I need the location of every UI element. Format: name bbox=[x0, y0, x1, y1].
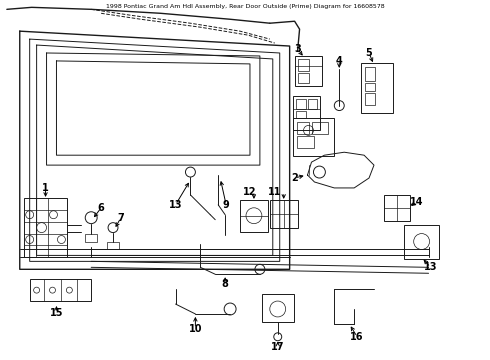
Text: 1998 Pontiac Grand Am Hdl Assembly, Rear Door Outside (Prime) Diagram for 166085: 1998 Pontiac Grand Am Hdl Assembly, Rear… bbox=[106, 4, 384, 9]
Text: 3: 3 bbox=[294, 44, 301, 54]
Bar bbox=[24, 198, 68, 257]
Bar bbox=[296, 122, 309, 134]
Bar bbox=[270, 200, 297, 228]
Text: 11: 11 bbox=[268, 187, 282, 197]
Bar bbox=[384, 195, 410, 221]
Bar bbox=[308, 99, 318, 109]
Text: 5: 5 bbox=[366, 48, 372, 58]
Bar bbox=[365, 67, 375, 81]
Text: 7: 7 bbox=[118, 213, 124, 223]
Bar bbox=[294, 56, 322, 86]
Bar bbox=[295, 111, 306, 118]
Text: 15: 15 bbox=[49, 308, 63, 318]
Bar bbox=[293, 118, 334, 156]
Text: 9: 9 bbox=[223, 200, 229, 210]
Bar bbox=[297, 59, 310, 71]
Bar bbox=[85, 234, 97, 242]
Bar bbox=[365, 83, 375, 91]
Text: 14: 14 bbox=[410, 197, 423, 207]
Bar bbox=[404, 225, 440, 260]
Bar bbox=[296, 136, 315, 148]
Text: 16: 16 bbox=[350, 332, 364, 342]
Text: 17: 17 bbox=[271, 342, 285, 352]
Text: 13: 13 bbox=[424, 262, 437, 272]
Text: 6: 6 bbox=[98, 203, 104, 213]
Bar bbox=[365, 93, 375, 105]
Text: 10: 10 bbox=[189, 324, 202, 334]
Bar bbox=[361, 63, 393, 113]
Text: 8: 8 bbox=[221, 279, 229, 289]
Bar bbox=[240, 200, 268, 231]
Bar bbox=[295, 99, 306, 109]
Bar bbox=[297, 73, 310, 83]
Bar bbox=[262, 294, 294, 322]
Text: 12: 12 bbox=[243, 187, 257, 197]
Text: 1: 1 bbox=[42, 183, 49, 193]
Bar bbox=[313, 122, 328, 134]
Bar bbox=[293, 96, 320, 130]
Bar bbox=[107, 242, 119, 249]
Text: 2: 2 bbox=[291, 173, 298, 183]
Bar bbox=[30, 279, 91, 301]
Text: 4: 4 bbox=[336, 56, 343, 66]
Text: 13: 13 bbox=[169, 200, 182, 210]
